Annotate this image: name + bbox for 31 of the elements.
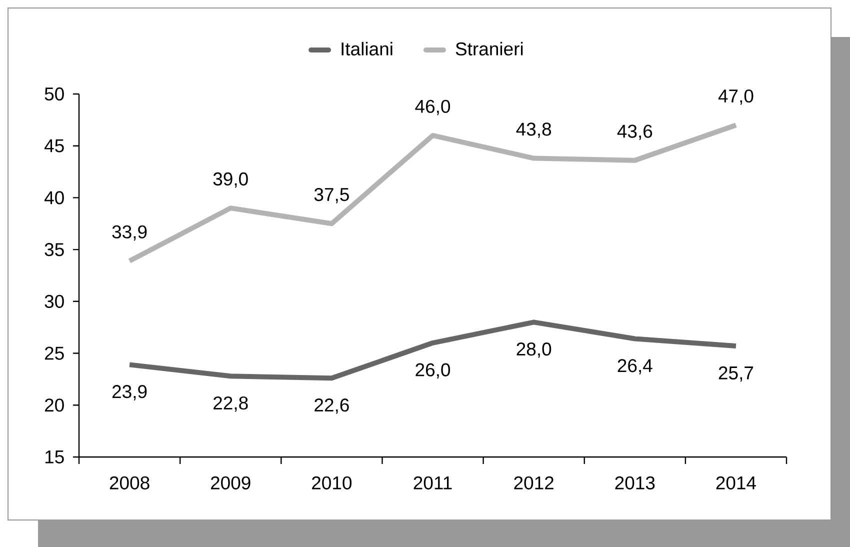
data-label: 28,0	[516, 342, 552, 358]
data-label: 22,6	[314, 398, 349, 414]
data-label: 39,0	[213, 172, 248, 188]
data-label: 47,0	[718, 89, 754, 105]
legend-label: Italiani	[342, 42, 392, 56]
y-tick-label: 50	[44, 87, 64, 101]
y-tick-label: 30	[44, 294, 64, 308]
data-label: 25,7	[718, 366, 754, 382]
x-tick-label: 2009	[210, 476, 250, 490]
x-tick-label: 2008	[110, 476, 150, 490]
x-tick-label: 2011	[414, 476, 452, 490]
x-tick-label: 2012	[514, 476, 554, 490]
y-tick-label: 45	[44, 139, 64, 152]
y-tick-label: 40	[44, 191, 64, 204]
data-label: 26,4	[618, 359, 652, 374]
x-tick-label: 2014	[716, 476, 756, 490]
legend-label: Stranieri	[456, 42, 523, 56]
x-tick-label: 2013	[615, 476, 655, 490]
data-label: 33,9	[112, 225, 147, 241]
y-tick-label: 20	[45, 398, 64, 412]
data-label: 43,8	[516, 122, 552, 138]
y-tick-label: 25	[45, 346, 64, 360]
x-tick-label: 2010	[312, 476, 352, 490]
data-label: 46,0	[415, 100, 450, 116]
data-label: 43,6	[617, 124, 652, 140]
data-label: 22,8	[214, 396, 248, 412]
y-tick-label: 15	[45, 450, 64, 464]
data-label: 23,9	[112, 385, 147, 400]
data-label: 26,0	[416, 363, 450, 379]
data-label: 37,5	[314, 188, 349, 204]
y-tick-label: 35	[44, 243, 64, 256]
